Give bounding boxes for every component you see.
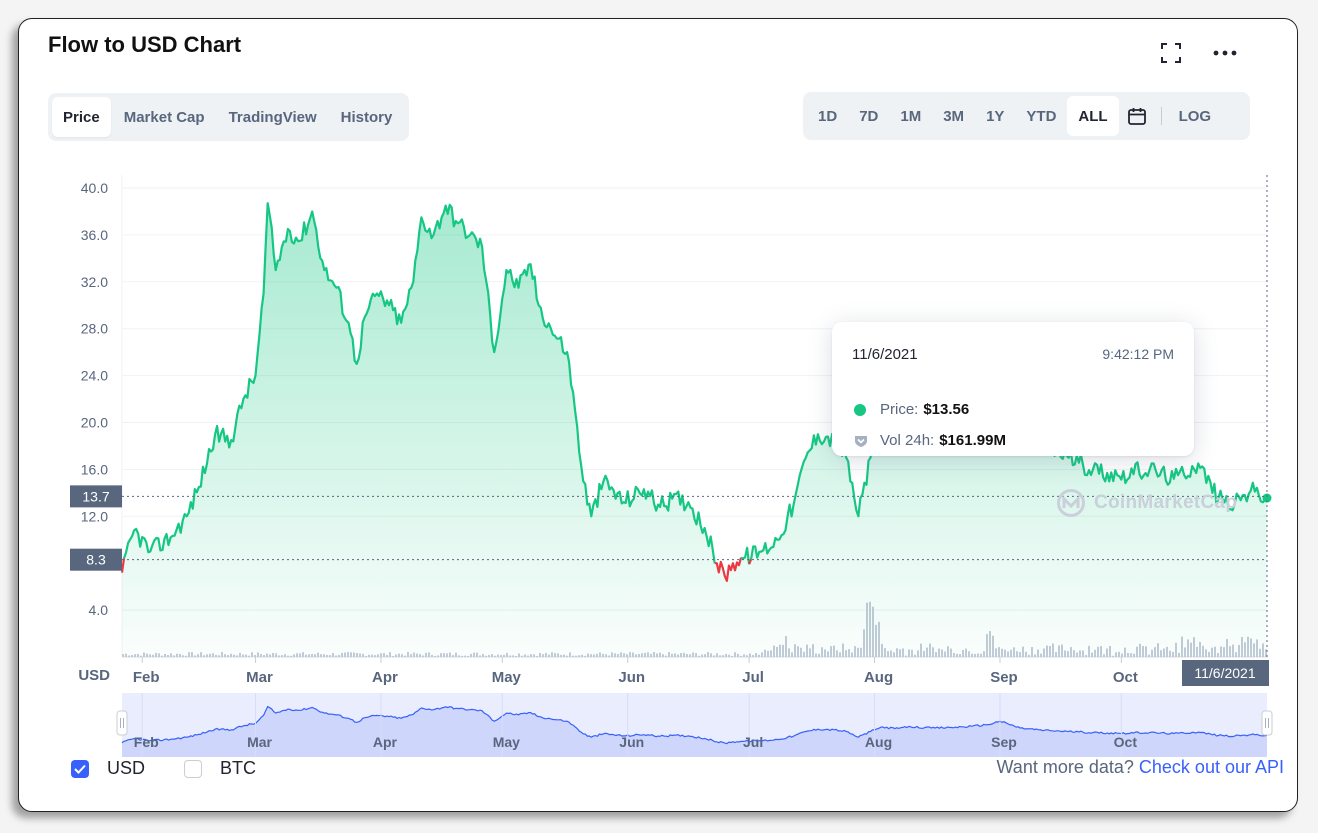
y-tick-label: 32.0: [81, 274, 108, 290]
reference-label-box: [70, 548, 122, 571]
tab-price[interactable]: Price: [52, 97, 111, 137]
navigator-left-handle[interactable]: [116, 710, 128, 736]
x-tick-label: Feb: [133, 669, 160, 686]
tooltip-volume-row: Vol 24h: $161.99M: [854, 432, 1006, 449]
x-tick-label: Sep: [990, 669, 1018, 686]
handle-grip: [116, 710, 128, 736]
navigator-tick-label: Feb: [134, 734, 159, 750]
page-title: Flow to USD Chart: [48, 32, 242, 57]
navigator-tick-label: Jul: [743, 734, 763, 750]
check-icon: [74, 764, 86, 774]
x-tick-label: Oct: [1113, 669, 1138, 686]
tooltip-volume-value: $161.99M: [939, 432, 1006, 449]
btc-label: BTC: [220, 758, 256, 778]
chart-type-tabs: Price Market Cap TradingView History: [48, 93, 410, 141]
watermark-text: CoinMarketCap: [1094, 492, 1238, 513]
navigator-tick-label: May: [493, 734, 520, 750]
y-tick-label: 36.0: [81, 227, 108, 243]
usd-label: USD: [107, 758, 146, 778]
expand-icon: [1161, 43, 1181, 63]
y-tick-label: 40.0: [81, 180, 108, 196]
tab-market-cap[interactable]: Market Cap: [123, 108, 205, 126]
range-1m[interactable]: 1M: [900, 107, 922, 125]
navigator-right-handle[interactable]: [1261, 710, 1273, 736]
price-line-up: [740, 546, 751, 565]
crosshair-date-label: 11/6/2021: [1194, 665, 1255, 681]
coinmarketcap-watermark: CoinMarketCap: [1056, 488, 1237, 518]
tab-history[interactable]: History: [340, 108, 393, 126]
y-tick-label: 20.0: [81, 415, 108, 431]
y-tick-label: 28.0: [81, 321, 108, 337]
tooltip-time: 9:42:12 PM: [1102, 346, 1174, 362]
y-tick-label: 16.0: [81, 461, 108, 477]
y-tick-label: 12.0: [81, 508, 108, 524]
price-tooltip: 11/6/2021 9:42:12 PM Price: $13.56 Vol 2…: [832, 322, 1194, 456]
x-tick-label: Apr: [372, 669, 398, 686]
price-line-down: [714, 557, 743, 582]
range-all[interactable]: ALL: [1067, 96, 1119, 136]
calendar-button[interactable]: [1119, 96, 1155, 136]
price-line-up: [122, 202, 716, 564]
api-promo-text: Want more data?: [996, 757, 1134, 777]
range-3m[interactable]: 3M: [943, 107, 965, 125]
reference-label: 13.7: [82, 488, 109, 504]
api-promo: Want more data? Check out our API: [996, 757, 1284, 778]
more-dots-icon: [1213, 50, 1237, 56]
handle-grip: [1261, 710, 1273, 736]
tooltip-price-value: $13.56: [923, 401, 970, 418]
x-tick-label: Mar: [246, 669, 273, 686]
crosshair-date-box: [1182, 660, 1269, 686]
navigator-line: [121, 705, 1268, 745]
tab-tradingview[interactable]: TradingView: [228, 108, 317, 126]
price-dot-icon: [854, 403, 866, 416]
navigator-tick-label: Apr: [373, 734, 398, 750]
btc-checkbox[interactable]: [184, 759, 202, 778]
log-scale-toggle[interactable]: LOG: [1178, 107, 1212, 125]
more-options-button[interactable]: [1210, 40, 1240, 66]
range-1d[interactable]: 1D: [818, 107, 838, 125]
navigator-tick-label: Jun: [619, 734, 644, 750]
x-tick-label: Aug: [864, 669, 893, 686]
navigator-tick-label: Sep: [991, 734, 1017, 750]
navigator-tick-label: Mar: [247, 734, 272, 750]
tooltip-price-label: Price:: [880, 401, 919, 418]
range-ytd[interactable]: YTD: [1026, 107, 1057, 125]
range-7d[interactable]: 7D: [859, 107, 879, 125]
api-link[interactable]: Check out our API: [1138, 757, 1284, 777]
x-tick-label: May: [492, 669, 522, 686]
navigator-area: [122, 706, 1267, 757]
navigator-tick-label: Aug: [865, 734, 892, 750]
tooltip-price-row: Price: $13.56: [854, 401, 969, 418]
expand-button[interactable]: [1158, 40, 1184, 66]
range-divider: [1160, 107, 1162, 125]
coinmarketcap-logo-icon: [1057, 489, 1085, 517]
usd-checkbox[interactable]: [71, 759, 89, 778]
x-tick-label: Jun: [618, 669, 645, 686]
legend-btc-toggle[interactable]: BTC: [184, 758, 256, 779]
tooltip-date: 11/6/2021: [852, 346, 918, 363]
current-price-point: [1262, 493, 1272, 503]
legend-usd-toggle[interactable]: USD: [71, 758, 145, 779]
volume-shield-icon: [855, 435, 867, 447]
time-range-selector: 1D 7D 1M 3M 1Y YTD ALL LOG: [803, 92, 1250, 140]
reference-label: 8.3: [86, 552, 106, 568]
price-area-fill: [122, 203, 1267, 657]
y-tick-label: 24.0: [81, 368, 108, 384]
x-tick-label: Jul: [742, 669, 764, 686]
price-line-down: [748, 558, 753, 565]
y-unit-label: USD: [78, 667, 110, 684]
tooltip-volume-label: Vol 24h:: [880, 432, 935, 449]
calendar-icon: [1127, 108, 1146, 125]
range-1y[interactable]: 1Y: [986, 107, 1005, 125]
reference-label-box: [70, 485, 122, 508]
price-line-down: [120, 558, 126, 573]
navigator-tick-label: Oct: [1114, 734, 1138, 750]
y-tick-label: 4.0: [89, 602, 109, 618]
